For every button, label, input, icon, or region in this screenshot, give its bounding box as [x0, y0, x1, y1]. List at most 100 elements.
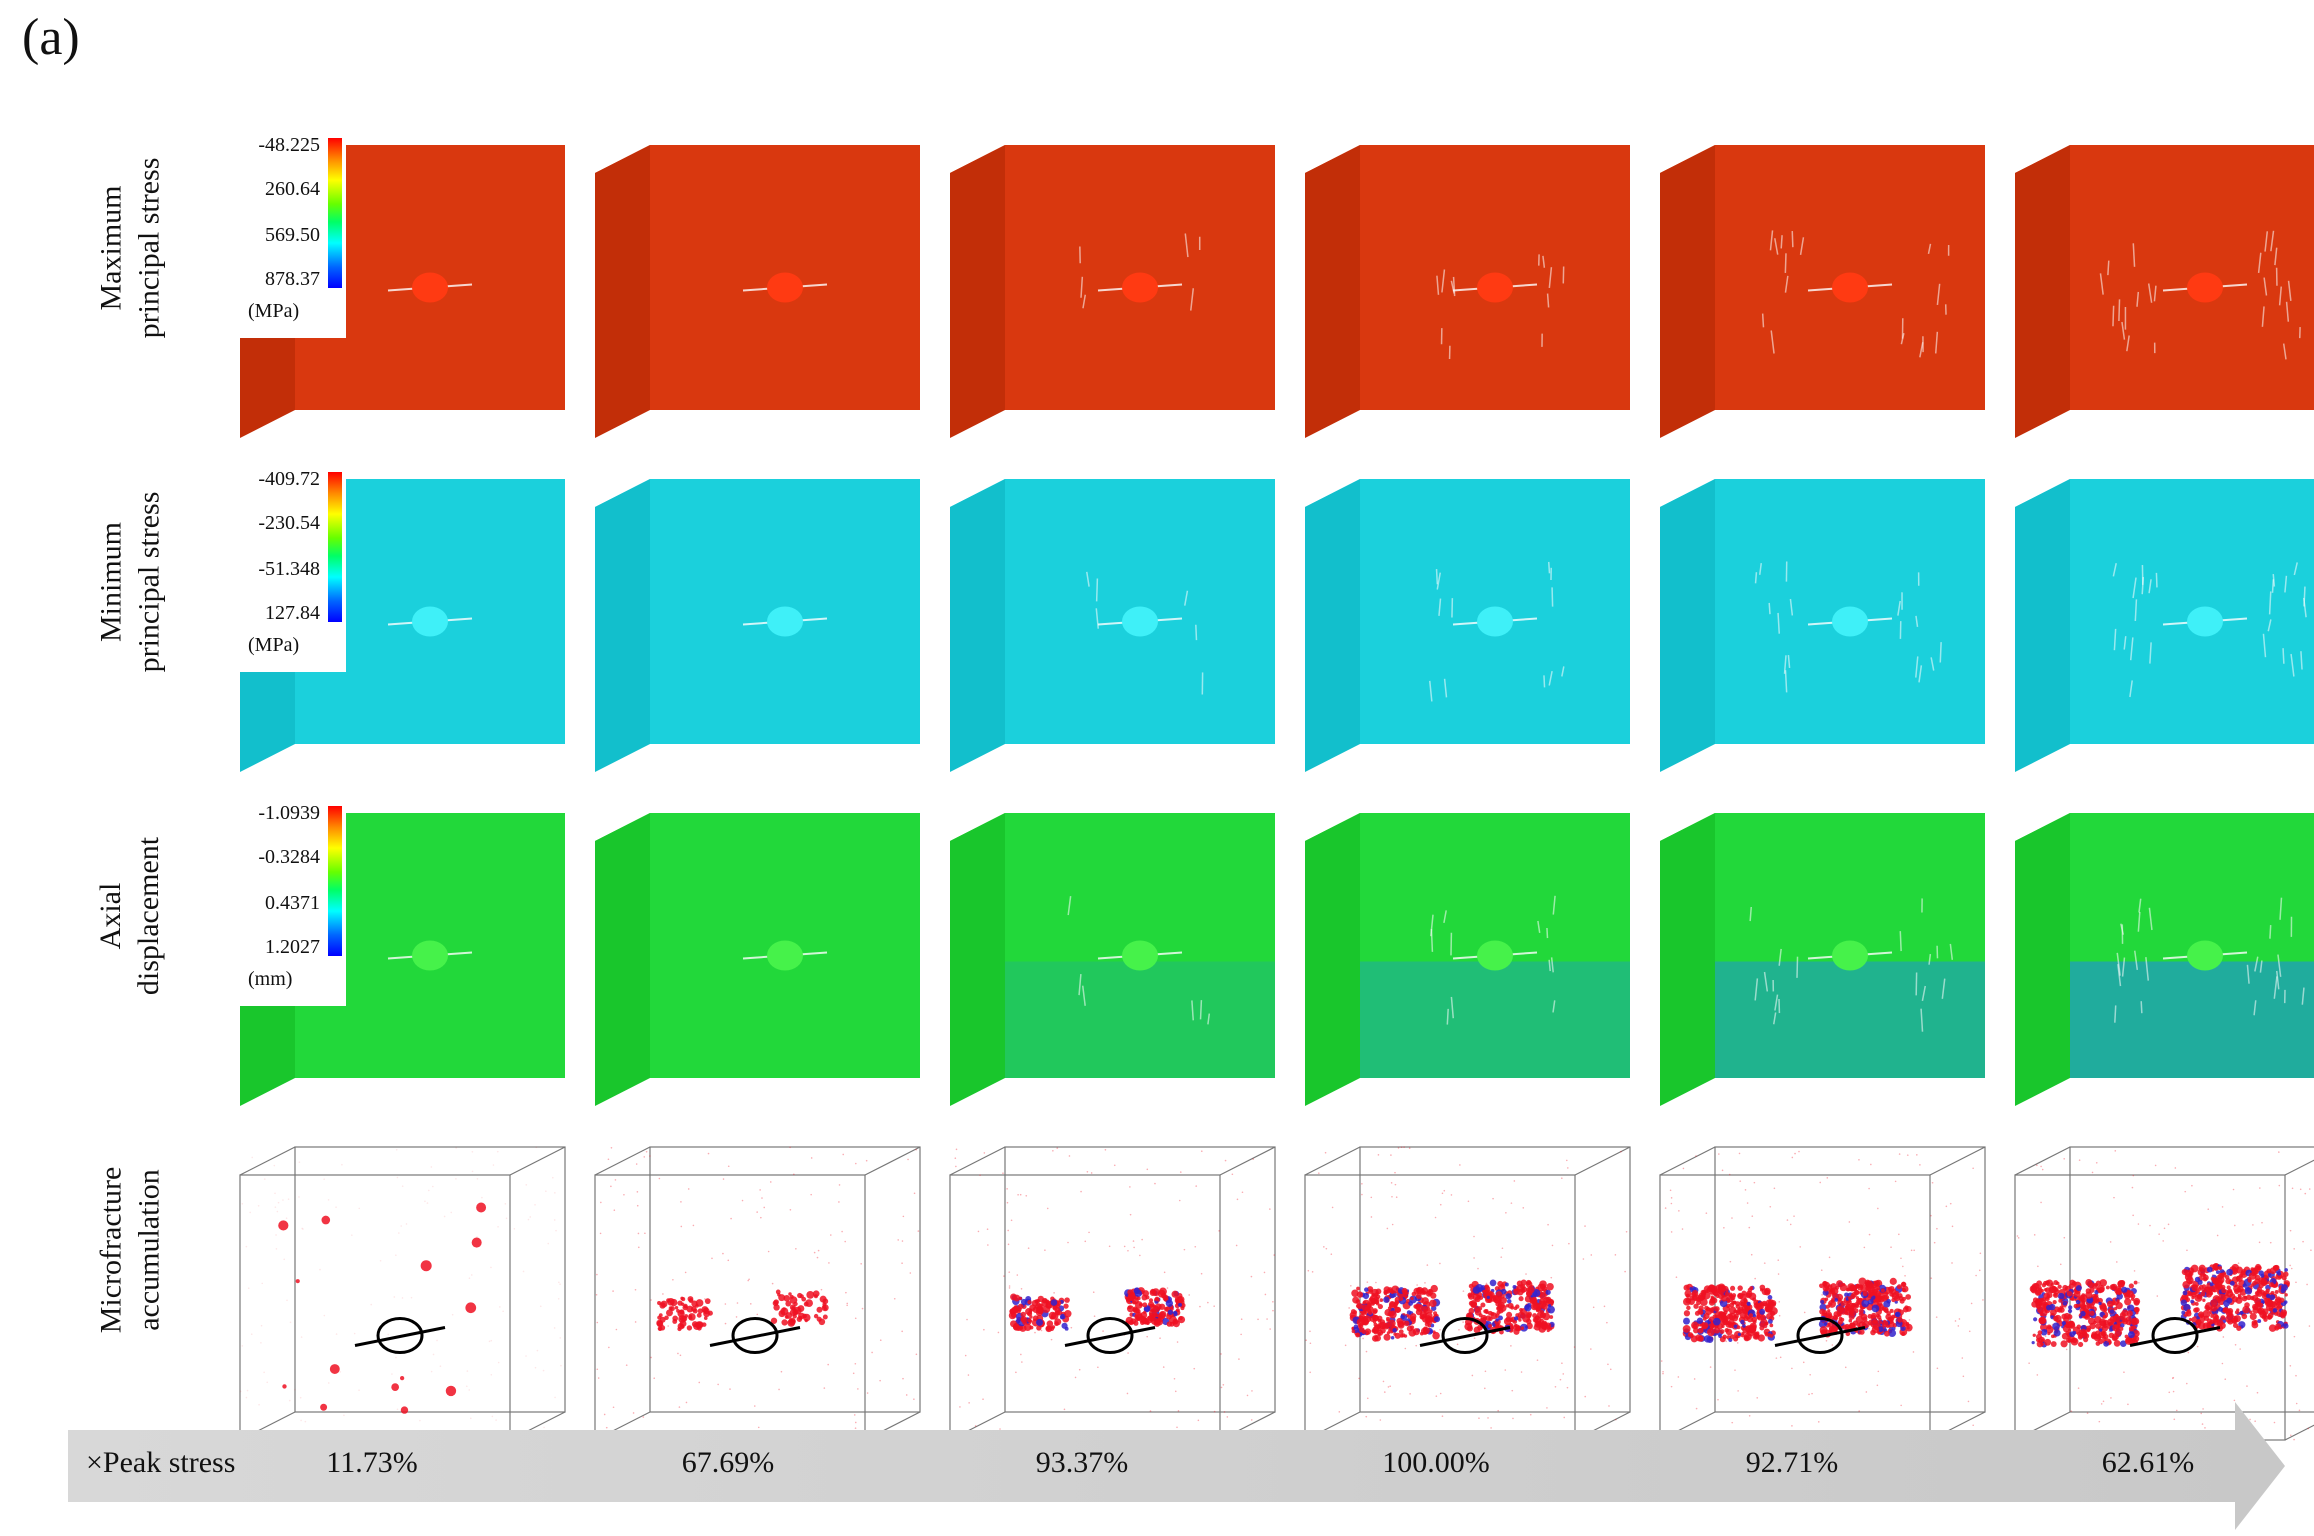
- scatter-noise: [1858, 1410, 1860, 1412]
- scatter-noise: [653, 1377, 656, 1380]
- microfracture-point: [1706, 1328, 1715, 1337]
- scatter-noise: [2256, 1391, 2259, 1394]
- microfracture-point: [2062, 1325, 2070, 1333]
- microfracture-point: [2213, 1265, 2219, 1271]
- scatter-noise: [439, 1365, 442, 1368]
- row-label-microfracture: Microfracture accumulation: [93, 1166, 165, 1334]
- microfracture-point: [2114, 1313, 2119, 1318]
- microfracture-point: [2254, 1290, 2260, 1296]
- microfracture-point: [2219, 1322, 2226, 1329]
- scatter-noise: [866, 1392, 869, 1394]
- scatter-noise: [1199, 1305, 1201, 1308]
- microfracture-point: [1403, 1334, 1408, 1338]
- scatter-noise: [1561, 1362, 1563, 1365]
- scatter-noise: [2211, 1273, 2214, 1276]
- microfracture-point: [1683, 1284, 1690, 1291]
- microfracture-point: [1415, 1293, 1422, 1299]
- microfracture-point: [1020, 1298, 1028, 1306]
- scatter-noise: [1007, 1243, 1010, 1246]
- scatter-noise: [2113, 1196, 2115, 1199]
- scatter-noise: [1034, 1331, 1036, 1334]
- microfracture-point: [2098, 1328, 2103, 1332]
- microfracture-point: [1870, 1312, 1878, 1320]
- microfracture-point: [1546, 1328, 1550, 1333]
- scatter-noise: [845, 1291, 847, 1294]
- scatter-noise: [1193, 1367, 1196, 1370]
- scatter-noise: [2040, 1165, 2042, 1168]
- microfracture-point: [658, 1313, 663, 1318]
- microfracture-point: [2265, 1293, 2271, 1299]
- crack-trace: [2113, 628, 2117, 651]
- microfracture-point: [2218, 1266, 2223, 1271]
- scatter-noise: [283, 1258, 286, 1261]
- scatter-noise: [1163, 1292, 1165, 1294]
- scatter-noise: [1609, 1368, 1612, 1371]
- scatter-noise: [964, 1354, 967, 1357]
- scatter-noise: [816, 1256, 819, 1259]
- microfracture-point: [2248, 1272, 2257, 1280]
- scatter-noise: [615, 1328, 618, 1331]
- scatter-noise: [1338, 1411, 1341, 1413]
- scatter-noise: [1568, 1242, 1570, 1245]
- scatter-noise: [327, 1199, 330, 1201]
- microfracture-point: [1742, 1324, 1746, 1328]
- microfracture-point: [1165, 1299, 1174, 1307]
- microfracture-point: [1819, 1283, 1824, 1289]
- microfracture-point: [1693, 1327, 1699, 1334]
- crack-trace: [1777, 612, 1781, 634]
- scatter-noise: [827, 1363, 829, 1366]
- microfracture-point: [2257, 1319, 2262, 1324]
- scatter-noise: [1220, 1353, 1222, 1355]
- microfracture-point: [2203, 1315, 2210, 1321]
- microfracture-point: [1353, 1324, 1359, 1329]
- microfracture-point: [1835, 1285, 1839, 1290]
- crack-trace: [1537, 920, 1541, 933]
- crack-trace: [2246, 964, 2250, 984]
- scatter-noise: [854, 1421, 857, 1424]
- microfracture-point: [2078, 1295, 2086, 1302]
- scatter-noise: [1681, 1228, 1684, 1230]
- scatter-noise: [1906, 1154, 1909, 1156]
- scatter-noise: [2289, 1264, 2291, 1267]
- microfracture-point: [1901, 1281, 1906, 1287]
- scatter-noise: [398, 1232, 400, 1234]
- microfracture-point: [1019, 1326, 1024, 1330]
- microfracture-point: [1166, 1313, 1172, 1320]
- scatter-noise: [817, 1249, 820, 1252]
- microfracture-point: [1683, 1317, 1690, 1325]
- microfracture-point: [1871, 1304, 1880, 1313]
- scatter-noise: [241, 1202, 244, 1205]
- microfracture-point: [1467, 1292, 1473, 1298]
- scatter-noise: [1695, 1407, 1698, 1410]
- crack-trace: [2279, 897, 2283, 920]
- scatter-noise: [495, 1419, 497, 1421]
- microfracture-point: [1377, 1303, 1383, 1310]
- microfracture-point: [2085, 1327, 2091, 1333]
- microfracture-point: [2252, 1306, 2257, 1310]
- crack-trace: [1548, 959, 1551, 972]
- microfracture-point: [1545, 1289, 1551, 1295]
- scatter-noise: [1473, 1337, 1476, 1339]
- microfracture-point: [821, 1304, 829, 1312]
- microfracture-point: [796, 1316, 803, 1322]
- scatter-noise: [1614, 1254, 1617, 1256]
- scatter-noise: [251, 1156, 254, 1159]
- scatter-noise: [1490, 1427, 1492, 1429]
- scatter-noise: [679, 1354, 682, 1357]
- scatter-noise: [724, 1322, 727, 1325]
- circular-hole: [1832, 940, 1868, 971]
- scatter-noise: [2098, 1420, 2101, 1423]
- scatter-noise: [1607, 1363, 1609, 1366]
- scatter-noise: [1930, 1214, 1932, 1217]
- microfracture-point: [1889, 1277, 1897, 1285]
- microfracture-point: [2046, 1324, 2052, 1330]
- scatter-noise: [1241, 1191, 1244, 1194]
- scatter-noise: [1763, 1262, 1766, 1264]
- microfracture-point: [1703, 1285, 1712, 1293]
- microfracture-point: [2204, 1304, 2210, 1310]
- scatter-noise: [545, 1190, 547, 1192]
- scatter-noise: [1386, 1227, 1389, 1230]
- microfracture-point: [1839, 1283, 1848, 1292]
- microfracture-point: [2103, 1341, 2109, 1347]
- microfracture-point: [2098, 1301, 2102, 1306]
